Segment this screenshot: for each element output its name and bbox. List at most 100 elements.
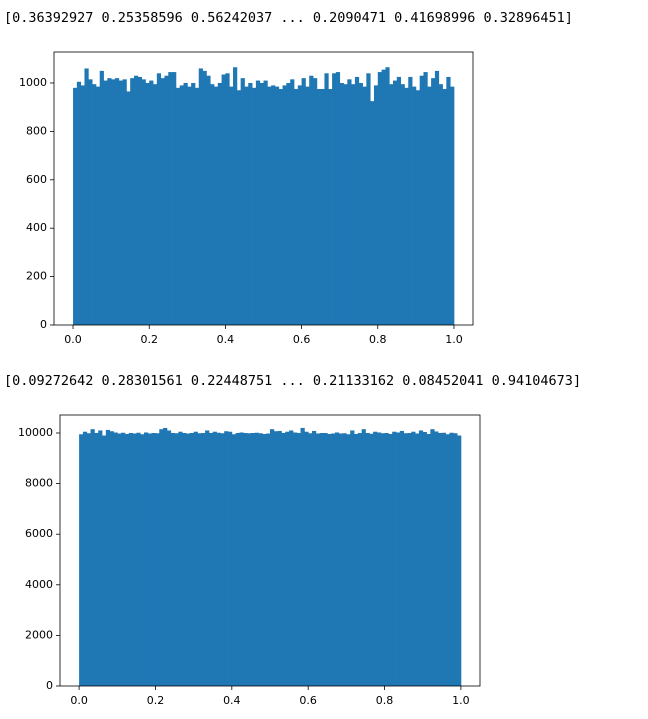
histogram-bar	[366, 73, 371, 325]
histogram-bar	[327, 434, 332, 686]
histogram-bar	[369, 433, 374, 686]
histogram-bar	[350, 430, 355, 686]
histogram-bar	[308, 433, 313, 686]
histogram-bar	[445, 434, 450, 686]
histogram-bar	[189, 432, 195, 686]
histogram-bar	[105, 429, 111, 686]
histogram-bar	[79, 434, 84, 686]
histogram-bar	[392, 431, 397, 686]
histogram-bar	[94, 432, 99, 686]
histogram-bar	[389, 84, 394, 325]
printed-array: [0.09272642 0.28301561 0.22448751 ... 0.…	[4, 373, 581, 389]
histogram-bar	[228, 431, 233, 686]
y-tick-label: 0	[46, 679, 53, 692]
histogram-bar	[377, 72, 382, 325]
histogram-bar	[117, 433, 122, 686]
histogram-bar	[328, 89, 333, 325]
histogram-bar	[441, 432, 447, 686]
histogram-bar	[239, 432, 244, 686]
histogram-bar	[271, 85, 276, 326]
histogram-bar	[343, 84, 348, 325]
y-tick-label: 4000	[25, 578, 53, 591]
histogram-bar	[457, 435, 462, 686]
histogram-bar	[427, 86, 432, 325]
histogram-bar	[446, 76, 451, 325]
histogram-bar	[312, 430, 317, 686]
histogram-bar	[267, 86, 272, 325]
histogram-bar	[210, 84, 215, 325]
axes-frame	[53, 51, 474, 326]
histogram-bar	[248, 82, 253, 325]
histogram-bar	[103, 80, 108, 326]
x-tick-label: 0.2	[147, 694, 165, 707]
histogram-bar	[453, 433, 458, 686]
histogram-bar	[198, 68, 203, 325]
histogram-bar	[98, 430, 103, 686]
histogram-bar	[430, 429, 435, 686]
histogram-bar	[111, 79, 116, 325]
histogram-bar	[434, 431, 439, 686]
histogram-bar	[354, 76, 360, 325]
y-tick-label: 800	[26, 124, 47, 137]
histogram-bar	[114, 78, 120, 325]
histogram-bar	[244, 86, 249, 325]
histogram-bar	[205, 430, 210, 686]
histogram-bar	[380, 433, 385, 686]
histogram-bar	[274, 86, 280, 325]
histogram-bar	[266, 433, 271, 686]
histogram-bar	[194, 87, 200, 325]
histogram-bar	[263, 80, 268, 326]
y-tick-label: 6000	[25, 527, 53, 540]
histogram-bar	[373, 431, 378, 686]
histogram-bar	[415, 433, 420, 686]
histogram-bar	[434, 70, 440, 326]
histogram-bar	[258, 433, 263, 686]
histogram-bar	[247, 433, 252, 686]
histogram-bar	[164, 75, 169, 326]
histogram-bar	[309, 75, 314, 326]
histogram-bar	[334, 432, 340, 686]
histogram-bar	[396, 76, 402, 325]
histogram-bar	[133, 75, 139, 326]
histogram-bar	[224, 431, 229, 686]
y-tick-label: 600	[26, 173, 47, 186]
histogram-bar	[191, 82, 196, 325]
histogram-bar	[126, 91, 131, 326]
y-tick-label: 2000	[25, 628, 53, 641]
histogram-bar	[293, 89, 299, 325]
histogram-bar	[109, 431, 114, 686]
histogram-bar	[289, 430, 294, 686]
histogram-bar	[313, 78, 318, 325]
histogram-bar	[351, 84, 356, 325]
histogram-bar	[216, 432, 221, 686]
histogram-bar	[76, 81, 82, 325]
histogram-bar	[136, 432, 141, 686]
histogram-bar	[324, 73, 329, 325]
histogram-bar	[376, 432, 382, 686]
histogram-bar	[411, 431, 416, 686]
histogram-bar	[147, 433, 153, 686]
histogram-bar	[305, 86, 310, 325]
histogram-bar	[235, 432, 240, 686]
histogram-bar	[438, 84, 443, 325]
histogram-bar	[113, 432, 118, 686]
histogram-bar	[259, 82, 264, 325]
histogram-bar	[201, 432, 206, 686]
histogram-bar	[186, 433, 191, 686]
histogram-bar	[182, 432, 187, 686]
histogram-bar	[431, 78, 436, 325]
histogram-bar	[373, 85, 379, 326]
histogram-bar	[403, 433, 408, 686]
histogram-bar	[163, 427, 168, 686]
x-tick-label: 0.4	[223, 694, 241, 707]
histogram-bar	[160, 78, 165, 325]
histogram-bar	[319, 432, 324, 686]
histogram-bar	[282, 85, 287, 326]
x-tick-label: 1.0	[452, 694, 470, 707]
histogram-bar	[301, 78, 306, 325]
histogram-bar	[286, 82, 291, 325]
histogram-bar	[254, 432, 259, 686]
histogram-bar	[166, 430, 172, 686]
histogram-bar	[396, 432, 401, 686]
